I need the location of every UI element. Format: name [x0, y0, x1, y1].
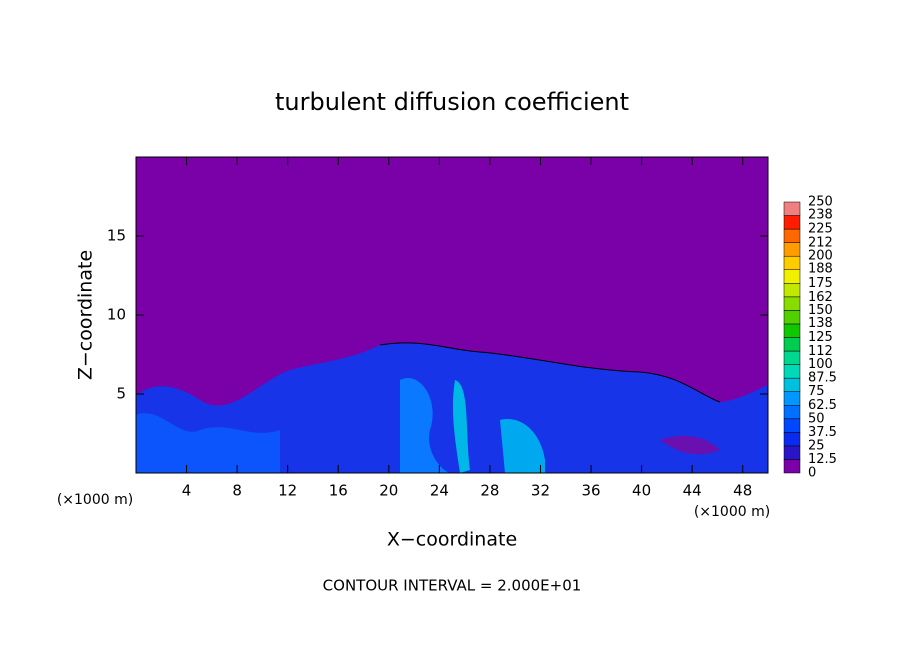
field-region: [136, 413, 280, 473]
x-tick-label: 12: [278, 482, 297, 500]
colorbar-label: 125: [808, 330, 833, 345]
colorbar-swatch: [783, 255, 801, 271]
colorbar-swatch: [783, 391, 801, 406]
y-axis-label: Z−coordinate: [75, 250, 97, 380]
colorbar-label: 200: [808, 249, 833, 264]
colorbar-swatch: [783, 242, 801, 257]
x-tick-label: 28: [480, 482, 499, 500]
colorbar-label: 162: [808, 290, 833, 305]
y-tick-label: 10: [107, 306, 126, 324]
chart-title: turbulent diffusion coefficient: [275, 88, 629, 116]
colorbar-label: 212: [808, 236, 833, 251]
colorbar-swatch: [783, 201, 801, 216]
x-tick-label: 4: [182, 482, 192, 500]
field-region: [136, 342, 768, 473]
x-tick-label: 16: [329, 482, 348, 500]
colorbar-label: 50: [808, 411, 825, 426]
colorbar-swatch: [783, 228, 801, 243]
colorbar-label: 250: [808, 195, 833, 210]
colorbar-swatch: [783, 432, 801, 447]
colorbar-swatch: [783, 283, 801, 298]
field: [135, 156, 769, 474]
colorbar-swatch: [783, 296, 801, 311]
colorbar-label: 112: [808, 344, 833, 359]
y-tick-label: 5: [116, 385, 126, 403]
x-tick-label: 40: [632, 482, 651, 500]
x-tick-label: 20: [379, 482, 398, 500]
field-region: [400, 378, 450, 473]
colorbar-label: 175: [808, 276, 833, 291]
colorbar-label: 87.5: [808, 371, 837, 386]
colorbar-swatch: [783, 445, 801, 460]
contour-line: [379, 342, 721, 403]
colorbar-swatch: [783, 310, 801, 325]
x-tick-label: 36: [581, 482, 600, 500]
y-unit-label: (×1000 m): [57, 492, 133, 508]
colorbar-label: 225: [808, 222, 833, 237]
x-tick-label: 8: [232, 482, 242, 500]
colorbar-label: 12.5: [808, 452, 837, 467]
y-tick-label: 15: [107, 227, 126, 245]
field-region: [500, 419, 545, 473]
colorbar-swatch: [783, 405, 801, 420]
colorbar-label: 188: [808, 262, 833, 277]
footer: CONTOUR INTERVAL = 2.000E+01: [323, 577, 582, 595]
x-tick-label: 32: [531, 482, 550, 500]
x-axis-label: X−coordinate: [387, 529, 517, 551]
x-tick-label: 44: [683, 482, 702, 500]
x-unit-label: (×1000 m): [694, 504, 770, 520]
colorbar-swatch: [783, 350, 801, 365]
colorbar-swatch: [783, 215, 801, 230]
colorbar-label: 100: [808, 357, 833, 372]
colorbar-swatch: [783, 459, 801, 474]
colorbar-label: 138: [808, 316, 833, 331]
field-region: [452, 380, 470, 473]
colorbar-label: 238: [808, 208, 833, 223]
x-tick-label: 24: [430, 482, 449, 500]
colorbar-label: 37.5: [808, 425, 837, 440]
colorbar-label: 150: [808, 303, 833, 318]
colorbar-swatch: [783, 377, 801, 392]
x-tick-label: 48: [733, 482, 752, 500]
colorbar-swatch: [783, 337, 801, 352]
colorbar-swatch: [783, 269, 801, 284]
colorbar-swatch: [783, 323, 801, 338]
field-region: [660, 435, 720, 455]
colorbar-swatch: [783, 418, 801, 433]
colorbar-label: 25: [808, 438, 825, 453]
colorbar-swatch: [783, 364, 801, 379]
colorbar-label: 75: [808, 384, 825, 399]
colorbar-label: 0: [808, 466, 816, 481]
colorbar-label: 62.5: [808, 398, 837, 413]
